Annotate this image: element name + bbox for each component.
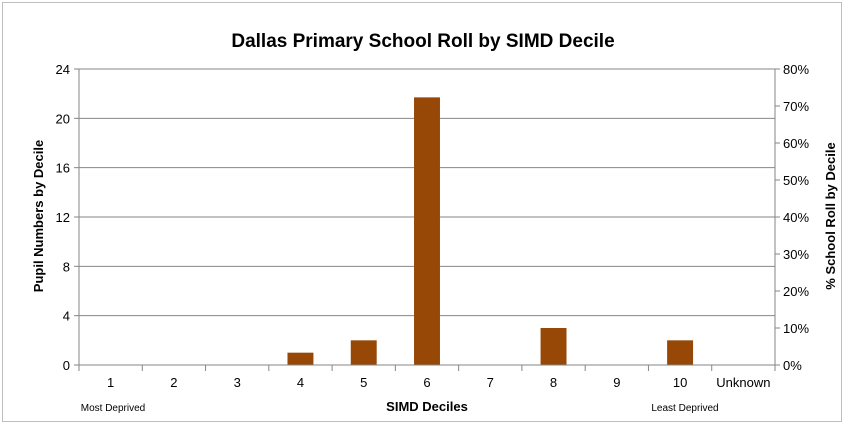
y2-tick-label: 80% [783,62,809,77]
y-tick-label: 12 [56,210,70,225]
x-tick-label: 5 [360,375,367,390]
bars [287,97,694,365]
x-tick-label: Unknown [716,375,770,390]
least-deprived-note: Least Deprived [651,403,718,414]
bar [414,97,440,365]
y2-axis-title: % School Roll by Decile [823,142,838,289]
bar [350,340,377,365]
x-tick-label: 8 [550,375,557,390]
y2-tick-label: 20% [783,284,809,299]
y-tick-label: 8 [63,259,70,274]
y-tick-label: 4 [63,309,70,324]
x-tick-label: 1 [107,375,114,390]
most-deprived-note: Most Deprived [81,403,145,414]
bar-chart: Dallas Primary School Roll by SIMD Decil… [31,31,838,414]
y-tick-label: 24 [56,62,70,77]
right-axis-ticks: 0% 10% 20% 30% 40% 50% 60% 70% 80% [783,62,809,373]
chart-title: Dallas Primary School Roll by SIMD Decil… [231,31,614,52]
y-tick-label: 0 [63,358,70,373]
x-tick-label: 2 [170,375,177,390]
bar [667,340,694,365]
x-axis-ticks: 1 2 3 4 5 6 7 8 9 10 Unknown [107,375,770,390]
y-tick-label: 20 [56,111,70,126]
chart-frame: Dallas Primary School Roll by SIMD Decil… [2,2,842,422]
y2-tick-label: 0% [783,358,802,373]
y2-tick-label: 70% [783,99,809,114]
y2-tick-label: 30% [783,247,809,262]
bar [287,352,314,365]
y2-tick-label: 10% [783,321,809,336]
axes [74,68,780,371]
y-tick-label: 16 [56,161,70,176]
x-tick-label: 6 [423,375,430,390]
y2-tick-label: 50% [783,173,809,188]
x-axis-title: SIMD Deciles [386,399,468,414]
bar [540,328,567,365]
x-tick-label: 3 [234,375,241,390]
x-tick-label: 9 [613,375,620,390]
x-tick-label: 4 [297,375,304,390]
left-axis-ticks: 0 4 8 12 16 20 24 [56,62,70,373]
x-tick-label: 7 [487,375,494,390]
y2-tick-label: 60% [783,136,809,151]
y2-tick-label: 40% [783,210,809,225]
x-tick-label: 10 [673,375,687,390]
y-axis-title: Pupil Numbers by Decile [31,140,46,292]
